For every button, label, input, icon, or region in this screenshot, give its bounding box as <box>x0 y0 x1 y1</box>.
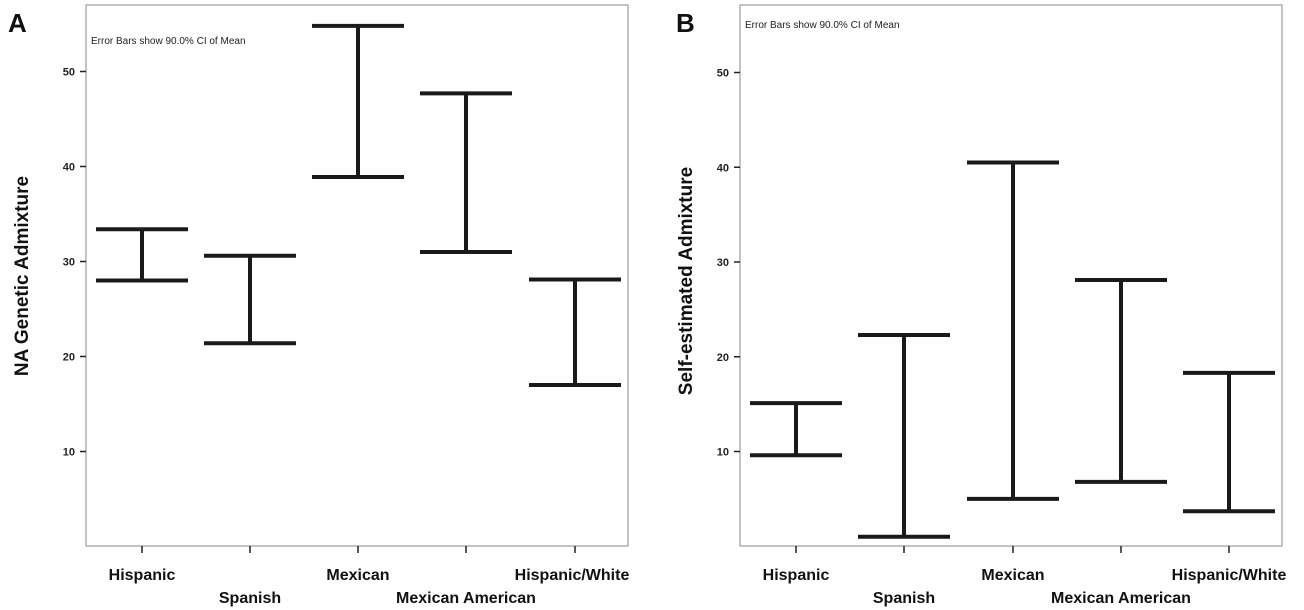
panel-label-a: A <box>8 8 27 38</box>
x-category-label: Hispanic/White <box>1172 567 1287 584</box>
y-tick-label: 40 <box>717 162 729 174</box>
error-bar-note-a: Error Bars show 90.0% CI of Mean <box>91 36 246 47</box>
x-category-label: Mexican American <box>1051 590 1191 607</box>
error-bar <box>967 160 1059 501</box>
error-bar-note-b: Error Bars show 90.0% CI of Mean <box>745 20 900 31</box>
error-bar <box>1183 370 1275 514</box>
y-tick-label: 50 <box>63 67 75 79</box>
y-ticks-a: 10 20 30 40 50 <box>63 67 86 459</box>
error-bar <box>312 23 404 179</box>
x-category-label: Mexican <box>981 567 1044 584</box>
error-bar <box>1075 278 1167 484</box>
y-tick-label: 30 <box>717 257 729 269</box>
error-bar <box>529 277 621 387</box>
error-bar <box>204 253 296 346</box>
plot-area-a <box>85 4 629 547</box>
y-tick-label: 20 <box>63 352 75 364</box>
y-ticks-b: 10 20 30 40 50 <box>717 68 740 459</box>
x-category-label: Hispanic <box>109 567 176 584</box>
y-tick-label: 30 <box>63 257 75 269</box>
x-category-label: Mexican American <box>396 590 536 607</box>
y-axis-label-a: NA Genetic Admixture <box>12 176 33 376</box>
y-tick-label: 40 <box>63 162 75 174</box>
x-category-label: Spanish <box>873 590 935 607</box>
x-ticks-b: Hispanic Spanish Mexican Mexican American Hi… <box>763 546 1287 607</box>
error-bar <box>420 91 512 254</box>
x-category-label: Mexican <box>326 567 389 584</box>
x-ticks-a: Hispanic Spanish Mexican Mexican American Hi… <box>109 546 630 607</box>
x-category-label: Spanish <box>219 590 281 607</box>
error-bars-a <box>96 23 621 387</box>
y-tick-label: 50 <box>717 68 729 80</box>
error-bar <box>96 227 188 283</box>
error-bar <box>750 401 842 458</box>
panel-a: A Error Bars show 90.0% CI of Mean NA Ge… <box>8 4 630 607</box>
plot-area-b <box>739 4 1283 547</box>
panel-label-b: B <box>676 8 695 38</box>
y-axis-label-b: Self-estimated Admixture <box>676 167 697 395</box>
x-category-label: Hispanic <box>763 567 830 584</box>
x-category-label: Hispanic/White <box>515 567 630 584</box>
y-tick-label: 10 <box>717 447 729 459</box>
error-bar <box>858 332 950 539</box>
error-bars-b <box>750 160 1275 539</box>
panel-b: B Error Bars show 90.0% CI of Mean Self-… <box>676 4 1287 607</box>
y-tick-label: 20 <box>717 352 729 364</box>
y-tick-label: 10 <box>63 447 75 459</box>
